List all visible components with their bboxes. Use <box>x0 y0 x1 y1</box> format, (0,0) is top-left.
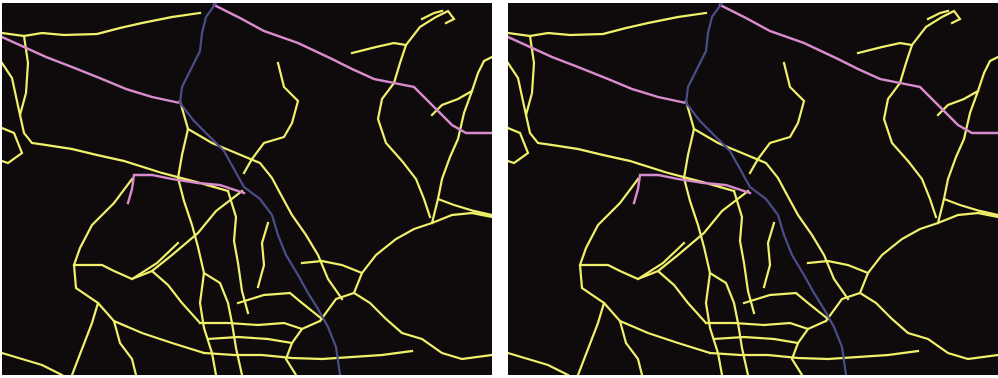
road-map-panel-left <box>2 3 492 375</box>
road-network-left <box>2 3 492 375</box>
road-network-right <box>508 3 998 375</box>
road-network-paths-right <box>508 3 998 375</box>
road-map-panel-right <box>508 3 998 375</box>
road-network-paths-left <box>2 3 492 375</box>
